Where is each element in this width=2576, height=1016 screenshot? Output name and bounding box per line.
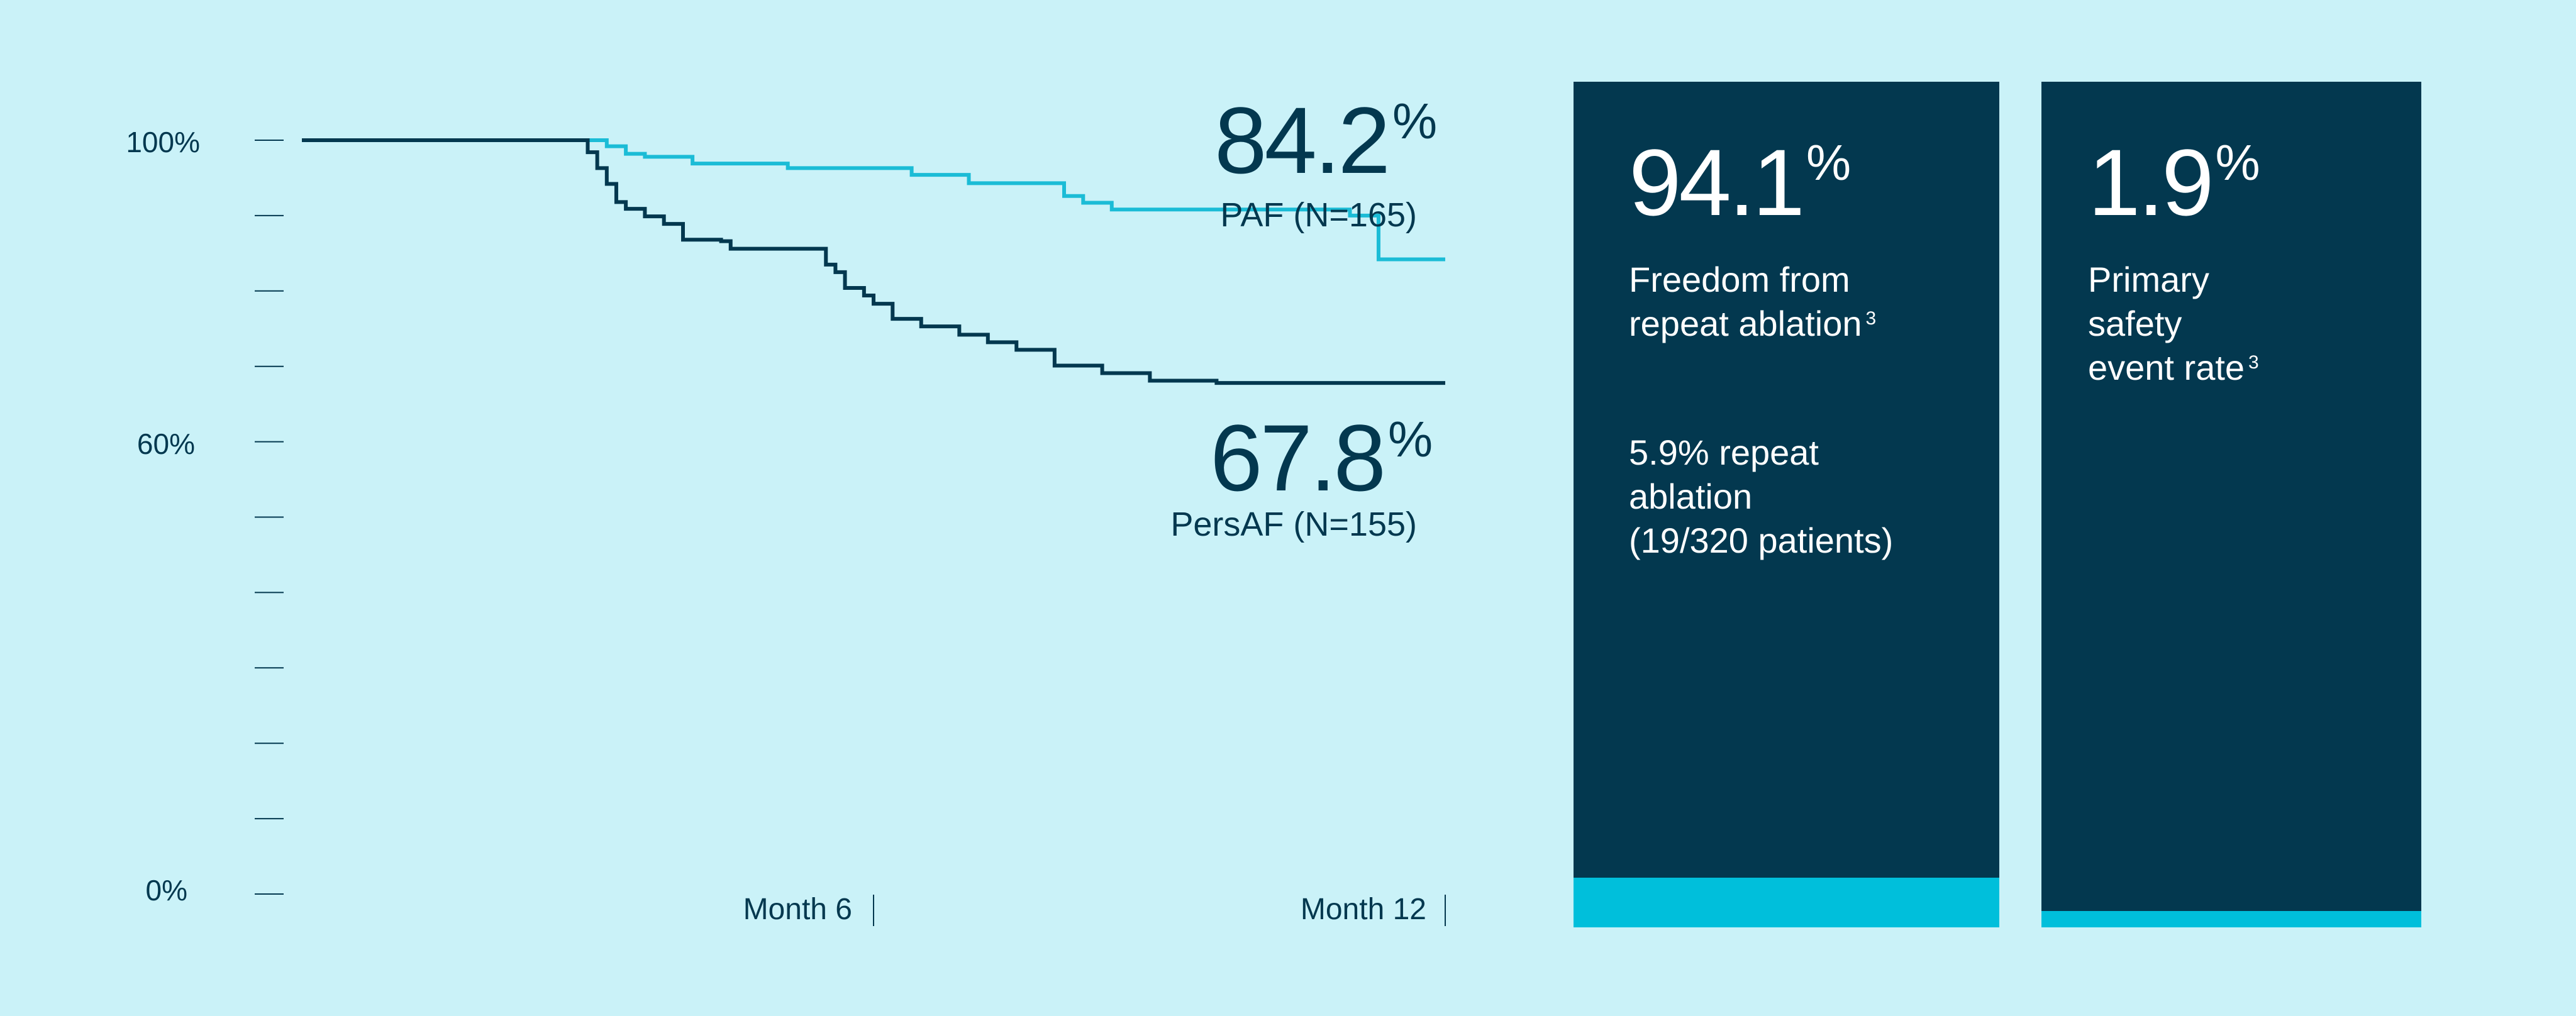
safety-event-label: Primary safety event rate 3 — [2088, 258, 2259, 390]
paf-final-value: 84.2 — [1214, 87, 1388, 193]
repeat-ablation-suffix: % — [1806, 135, 1851, 190]
persaf-final-value: 67.8 — [1210, 405, 1384, 511]
safety-event-value: 1.9% — [2088, 135, 2260, 229]
safety-event-label-line: safety — [2088, 304, 2182, 343]
persaf-final-suffix: % — [1388, 411, 1433, 467]
paf-series-line — [302, 138, 1445, 262]
paf-series-label: PAF (N=165) — [1220, 196, 1417, 234]
persaf-annotation: 67.8 % PersAF (N=155) — [1170, 405, 1433, 543]
footnote-ref: 3 — [1865, 308, 1877, 329]
repeat-ablation-accent-bar — [1574, 878, 1999, 927]
x-tick-label: Month 12 — [1301, 893, 1426, 926]
safety-event-suffix: % — [2215, 135, 2260, 190]
safety-event-label-line: Primary — [2088, 260, 2209, 299]
repeat-ablation-label: Freedom from repeat ablation 3 — [1629, 258, 1876, 346]
repeat-ablation-card: 94.1% Freedom from repeat ablation 3 5.9%… — [1574, 82, 1999, 927]
paf-annotation: 84.2 % PAF (N=165) — [1214, 87, 1437, 234]
paf-final-suffix: % — [1392, 93, 1437, 149]
safety-event-number: 1.9 — [2088, 130, 2214, 235]
persaf-series-label: PersAF (N=155) — [1170, 505, 1417, 543]
repeat-ablation-note-line: 5.9% repeat — [1629, 433, 1819, 472]
safety-event-label-line: event rate 3 — [2088, 346, 2259, 390]
survival-chart: 100% 60% 0% Month 6 Month 12 84.2 % PAF … — [126, 87, 1446, 926]
safety-event-card: 1.9% Primary safety event rate 3 — [2041, 82, 2421, 927]
footnote-ref: 3 — [2248, 352, 2259, 373]
x-axis-ticks: Month 6 Month 12 — [743, 893, 1446, 926]
x-tick-label: Month 6 — [743, 893, 852, 926]
repeat-ablation-number: 94.1 — [1629, 130, 1805, 235]
y-axis-tick-labels: 100% 60% 0% — [126, 126, 200, 907]
y-tick-label: 100% — [126, 126, 200, 158]
repeat-ablation-value: 94.1% — [1629, 135, 1851, 229]
persaf-series-line — [302, 138, 1445, 385]
repeat-ablation-note-line: (19/320 patients) — [1629, 521, 1894, 560]
repeat-ablation-note-line: ablation — [1629, 477, 1753, 516]
repeat-ablation-label-text: repeat ablation — [1629, 304, 1862, 343]
repeat-ablation-note: 5.9% repeat ablation (19/320 patients) — [1629, 431, 1893, 563]
repeat-ablation-label-line: Freedom from — [1629, 260, 1850, 299]
safety-event-accent-bar — [2041, 911, 2421, 927]
series-lines — [302, 138, 1445, 385]
y-axis-ticks — [255, 140, 284, 895]
repeat-ablation-label-line: repeat ablation 3 — [1629, 302, 1876, 346]
y-tick-label: 0% — [146, 874, 187, 907]
y-tick-label: 60% — [137, 428, 195, 460]
safety-event-label-text: event rate — [2088, 348, 2245, 387]
